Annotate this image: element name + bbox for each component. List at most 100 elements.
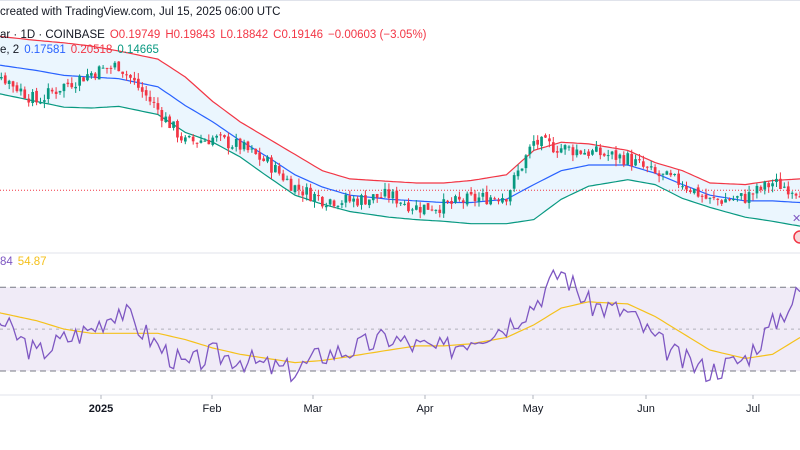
candle-body — [368, 199, 371, 206]
candle-body — [407, 202, 410, 212]
candle-body — [234, 139, 238, 147]
candle-body — [360, 195, 363, 205]
candle-body — [125, 74, 128, 76]
candle-body — [395, 190, 399, 204]
candle-body — [497, 199, 500, 202]
candle-body — [649, 166, 653, 168]
candle-body — [716, 198, 720, 200]
candle-body — [677, 173, 680, 185]
candle-body — [321, 196, 324, 207]
candle-body — [489, 197, 492, 205]
candle-body — [587, 151, 590, 156]
candle-body — [595, 146, 598, 152]
candle-body — [493, 198, 496, 200]
candle-body — [606, 155, 610, 157]
candle-body — [148, 96, 152, 102]
candle-body — [610, 151, 614, 155]
candle-body — [689, 190, 692, 192]
candle-body — [599, 147, 602, 156]
bb-lower-value: 0.14665 — [117, 44, 159, 56]
candle-body — [771, 183, 774, 187]
candle-body — [614, 150, 618, 160]
x-label-feb: Feb — [202, 403, 222, 415]
candle-body — [140, 87, 144, 92]
x-label-may: May — [522, 403, 544, 415]
candle-body — [23, 89, 27, 99]
candle-body — [277, 166, 281, 174]
candle-body — [469, 192, 473, 195]
candle-body — [415, 205, 418, 210]
candle-body — [66, 82, 70, 85]
candle-body — [579, 150, 583, 154]
candle-body — [411, 209, 414, 211]
candle-body — [207, 140, 211, 145]
candle-body — [442, 199, 446, 214]
header-line-2: ar · 1D · COINBASE O0.19749 H0.19843 L0.188… — [0, 29, 432, 41]
candle-body — [15, 85, 19, 92]
candle-body — [477, 197, 481, 202]
candle-body — [3, 75, 7, 84]
candle-body — [669, 172, 673, 176]
open-value: O0.19749 — [109, 29, 161, 41]
candle-body — [258, 152, 261, 160]
candle-body — [184, 137, 187, 142]
candle-body — [97, 66, 101, 80]
rsi-ma-line — [0, 301, 800, 364]
candle-body — [755, 185, 759, 194]
candle-body — [622, 155, 626, 165]
candle-body — [93, 73, 97, 79]
candle-body — [473, 193, 477, 202]
candle-body — [336, 205, 340, 207]
candle-body — [156, 103, 160, 110]
candle-body — [461, 200, 465, 203]
candle-body — [700, 195, 704, 197]
candle-body — [450, 201, 453, 204]
candle-body — [540, 136, 543, 147]
candle-body — [172, 121, 175, 128]
candle-body — [399, 202, 402, 204]
candle-body — [250, 148, 254, 150]
candle-body — [133, 77, 136, 81]
candle-body — [195, 142, 199, 144]
candle-body — [301, 191, 305, 196]
candle-body — [50, 89, 54, 92]
candle-body — [227, 136, 230, 149]
candle-body — [129, 74, 132, 78]
bollinger-upper-line — [0, 35, 800, 186]
candle-body — [101, 67, 105, 69]
candle-body — [371, 194, 375, 201]
candle-body — [685, 186, 688, 190]
candle-body — [328, 199, 332, 205]
candle-body — [430, 209, 434, 211]
candle-body — [696, 187, 700, 197]
candle-body — [743, 193, 747, 203]
rsi-legend: 84 54.87 — [0, 256, 52, 268]
candle-body — [387, 189, 391, 199]
candle-body — [344, 194, 348, 203]
candle-body — [379, 197, 383, 199]
candle-body — [144, 90, 148, 96]
candle-body — [618, 154, 622, 159]
candle-body — [548, 138, 551, 142]
candle-body — [732, 199, 735, 201]
watermark-text: created with TradingView.com, Jul 15, 20… — [0, 6, 281, 18]
candle-body — [39, 102, 42, 104]
candle-body — [583, 152, 586, 155]
candle-body — [626, 153, 630, 165]
candle-body — [736, 196, 739, 198]
candle-body — [309, 187, 312, 202]
candle-body — [403, 203, 406, 205]
candle-body — [571, 147, 575, 156]
candle-body — [591, 150, 594, 155]
candle-body — [90, 73, 93, 76]
candle-body — [305, 187, 308, 195]
candle-body — [552, 142, 555, 153]
candle-body — [751, 193, 755, 195]
close-value: C0.19146 — [273, 29, 324, 41]
candle-body — [508, 190, 512, 202]
candle-body — [634, 159, 637, 166]
candle-body — [418, 207, 422, 213]
candle-body — [501, 198, 504, 203]
candle-body — [19, 88, 23, 92]
